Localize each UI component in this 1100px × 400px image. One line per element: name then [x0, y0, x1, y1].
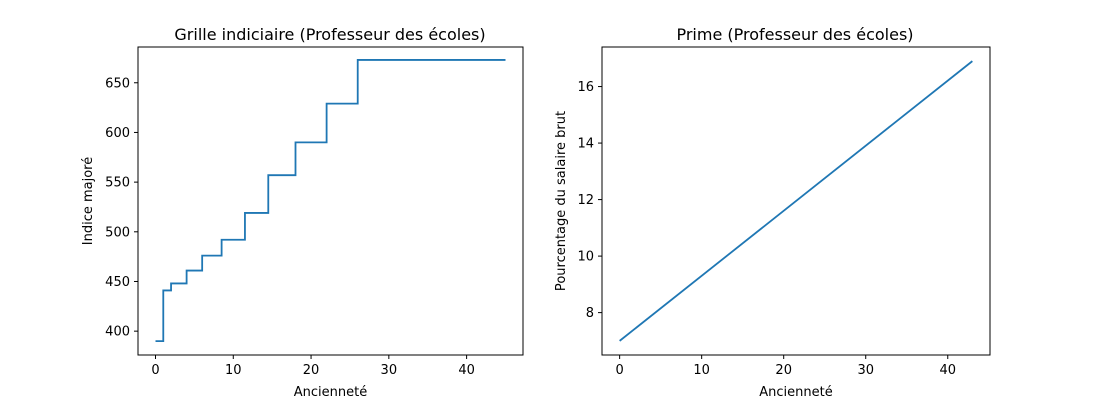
x-tick-label: 10 [693, 363, 710, 378]
x-tick-label: 30 [381, 363, 398, 378]
y-tick-label: 550 [105, 176, 130, 191]
x-tick-label: 10 [225, 363, 242, 378]
x-axis-label: Ancienneté [294, 385, 367, 400]
chart-title: Prime (Professeur des écoles) [676, 25, 913, 44]
y-tick-label: 8 [586, 306, 594, 321]
y-tick-label: 600 [105, 126, 130, 141]
y-tick-label: 400 [105, 325, 130, 340]
y-tick-label: 500 [105, 225, 130, 240]
x-tick-label: 40 [458, 363, 475, 378]
y-tick-label: 16 [577, 80, 594, 95]
x-tick-label: 0 [615, 363, 623, 378]
x-tick-label: 30 [857, 363, 874, 378]
chart-prime: Prime (Professeur des écoles) Ancienneté… [554, 25, 991, 400]
chart-grille-indiciaire: Grille indiciaire (Professeur des écoles… [81, 25, 524, 400]
y-tick-label: 14 [577, 137, 594, 152]
axes-frame [137, 46, 524, 356]
y-axis-label: Pourcentage du salaire brut [554, 111, 569, 291]
x-tick-label: 0 [151, 363, 159, 378]
y-tick-label: 10 [577, 250, 594, 265]
y-axis-label: Indice majoré [81, 157, 96, 245]
tick-group: 0 10 20 30 40 8 10 12 14 16 [577, 80, 956, 378]
y-tick-label: 12 [577, 193, 594, 208]
series-line-0 [619, 60, 973, 342]
tick-group: 0 10 20 30 40 400 450 500 550 600 650 [105, 76, 475, 378]
chart-title: Grille indiciaire (Professeur des écoles… [174, 25, 485, 44]
x-tick-label: 20 [303, 363, 320, 378]
plot-area [619, 60, 973, 342]
y-tick-label: 650 [105, 76, 130, 91]
plot-area [155, 59, 506, 342]
x-axis-label: Ancienneté [759, 385, 832, 400]
series-line-0 [155, 59, 506, 342]
x-tick-label: 20 [775, 363, 792, 378]
x-tick-label: 40 [939, 363, 956, 378]
axes-frame [601, 46, 991, 356]
y-tick-label: 450 [105, 275, 130, 290]
